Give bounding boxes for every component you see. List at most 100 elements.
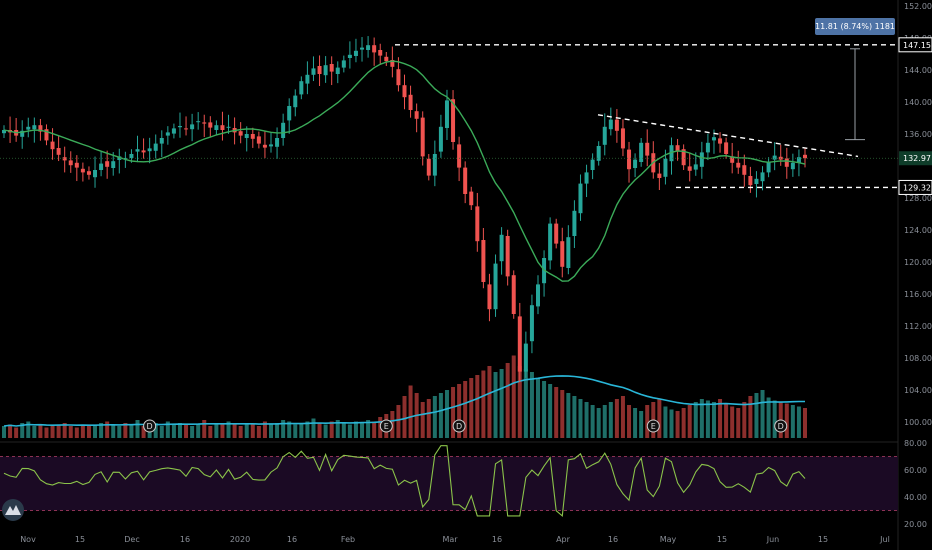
volume-bar (620, 396, 625, 438)
volume-bar (196, 424, 201, 438)
price-tick-label: 108.00 (904, 354, 932, 363)
event-marker-icon[interactable]: D (452, 419, 466, 433)
volume-bar (281, 420, 286, 438)
candle-body (117, 156, 122, 160)
candle-body (529, 305, 534, 342)
candle-body (287, 106, 292, 121)
candle-body (469, 191, 474, 206)
time-axis[interactable]: Nov 15 Dec 16 2020 16 Feb Mar 16 Apr 16 May 15 Jun 15 J… (20, 535, 890, 544)
event-marker-icon[interactable]: E (379, 419, 393, 433)
price-tick-label: 112.00 (904, 322, 932, 331)
event-marker-icon[interactable]: D (774, 419, 788, 433)
price-tick-label: 116.00 (904, 290, 932, 299)
volume-bar (499, 369, 504, 438)
volume-bar (596, 408, 601, 438)
price-tick-label: 136.00 (904, 130, 932, 139)
volume-bar (129, 424, 134, 438)
measure-tool (845, 48, 865, 141)
event-marker-circle (143, 419, 157, 433)
volume-bar (718, 399, 723, 438)
rsi-pane[interactable]: 80.00 60.00 40.00 20.00 (0, 439, 927, 529)
candle-body (250, 134, 255, 139)
volume-bar (639, 411, 644, 438)
volume-bar (226, 421, 231, 438)
volume-bar (475, 375, 480, 438)
candle-body (426, 158, 431, 176)
candle-body (44, 129, 49, 141)
volume-bar (117, 426, 122, 438)
volume-bar (38, 424, 43, 438)
time-tick-label: Nov (20, 535, 36, 544)
candle-body (50, 141, 55, 150)
candle-body (645, 142, 650, 156)
volume-bar (790, 405, 795, 438)
candle-body (675, 145, 680, 152)
candle-body (372, 45, 377, 53)
candle-body (2, 130, 6, 134)
candle-body (26, 126, 31, 130)
event-marker-circle (379, 419, 393, 433)
volume-bar (590, 405, 595, 438)
price-tick-label: 100.00 (904, 418, 932, 427)
rsi-line (3, 445, 806, 517)
candle-body (238, 131, 243, 136)
candle-body (796, 157, 801, 163)
candle-body (511, 275, 516, 314)
volume-bar (93, 424, 98, 438)
time-tick-label: 2020 (230, 535, 250, 544)
event-marker-icon[interactable]: D (143, 419, 157, 433)
event-marker-icon[interactable]: E (646, 419, 660, 433)
candle-body (214, 125, 219, 130)
event-marker-circle (774, 419, 788, 433)
descending-trendline (597, 114, 859, 158)
candle-body (742, 165, 747, 175)
volume-bar (602, 405, 607, 438)
candle-body (190, 124, 195, 130)
candle-body (627, 149, 632, 170)
volume-bar (238, 426, 243, 438)
event-marker-label: D (456, 422, 462, 431)
volume-bar (675, 411, 680, 438)
volume-bar (402, 396, 407, 438)
volume-bar (396, 405, 401, 438)
candle-body (803, 154, 807, 159)
volume-bar (262, 421, 267, 438)
candle-body (408, 94, 413, 110)
volume-bar (687, 405, 692, 438)
candle-body (86, 171, 91, 175)
candle-body (171, 128, 176, 134)
time-tick-label: 15 (75, 535, 85, 544)
candle-body (226, 126, 231, 128)
candle-body (578, 183, 583, 214)
candle-body (608, 119, 613, 130)
candle-body (620, 128, 625, 149)
candle-body (475, 206, 480, 242)
candle-body (554, 223, 559, 244)
volume-bar (772, 400, 777, 438)
price-axis[interactable]: 152.00148.00144.00140.00136.00128.00124.… (904, 2, 932, 427)
volume-bar (511, 355, 516, 438)
time-tick-label: Dec (124, 535, 139, 544)
volume-bar (754, 393, 759, 438)
time-tick-label: Jul (879, 535, 890, 544)
volume-bar (347, 424, 352, 438)
candle-body (639, 142, 644, 162)
volume-bar (341, 423, 346, 438)
volume-bar (44, 427, 49, 438)
volume-bar (171, 424, 176, 438)
volume-bar (287, 421, 292, 438)
volume-bar (760, 390, 765, 438)
trend-drawings[interactable] (0, 44, 898, 189)
tradingview-logo-icon[interactable] (2, 499, 24, 521)
volume-bar (645, 405, 650, 438)
candle-body (596, 146, 601, 161)
candle-body (687, 166, 692, 171)
volume-bar (517, 366, 522, 438)
price-label-value: 129.32 (903, 183, 931, 192)
candle-body (366, 45, 371, 50)
candle-body (281, 122, 286, 138)
volume-bar (311, 418, 316, 438)
